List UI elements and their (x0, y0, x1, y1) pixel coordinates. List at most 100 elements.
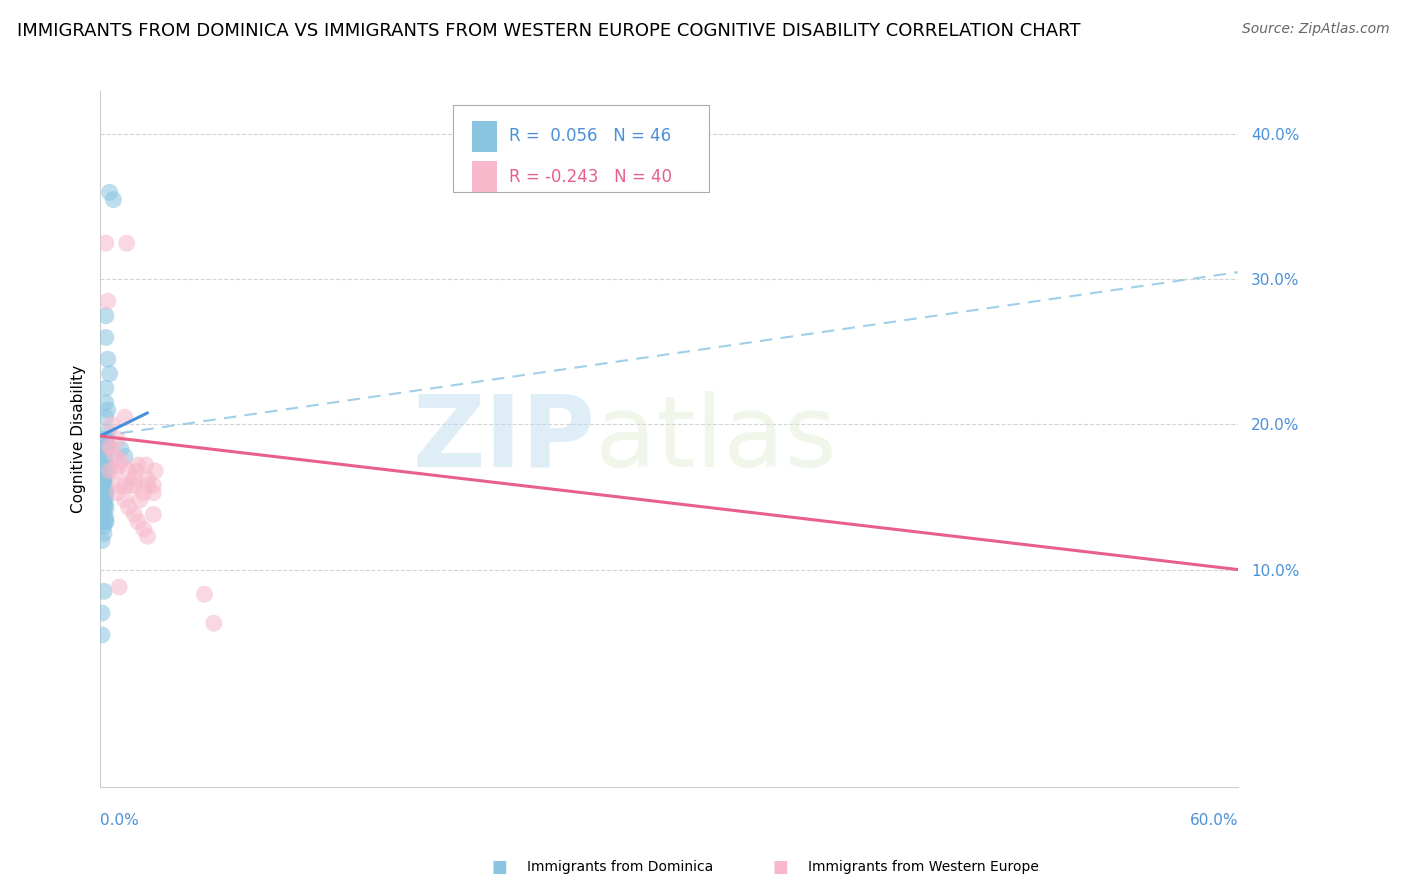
Point (93, 497, 115, 511)
Point (94, 510, 117, 524)
Point (98, 439, 121, 453)
Point (127, 515, 149, 529)
Point (94, 461, 117, 475)
Point (104, 450, 127, 464)
Point (94, 236, 117, 251)
Text: Source: ZipAtlas.com: Source: ZipAtlas.com (1241, 22, 1389, 37)
Point (93, 584, 115, 599)
Point (93, 504, 115, 518)
Point (91, 515, 114, 529)
Point (94, 432, 117, 446)
Point (129, 492, 152, 507)
Point (93, 475, 115, 490)
FancyBboxPatch shape (472, 120, 498, 153)
Point (114, 478, 136, 492)
Text: ■: ■ (772, 858, 789, 876)
Y-axis label: Cognitive Disability: Cognitive Disability (72, 365, 86, 513)
Point (94, 468, 117, 483)
Point (94, 330, 117, 344)
Point (136, 478, 159, 492)
Point (97, 294, 120, 309)
Point (143, 464, 166, 478)
Point (93, 475, 115, 490)
Point (94, 309, 117, 323)
Point (105, 485, 128, 500)
Point (91, 533, 114, 548)
Point (108, 478, 131, 492)
Text: 0.0%: 0.0% (100, 814, 139, 829)
Point (94, 439, 117, 453)
Point (100, 442, 122, 457)
Text: 60.0%: 60.0% (1189, 814, 1237, 829)
Point (98, 367, 121, 381)
Point (94, 515, 117, 529)
Point (117, 500, 139, 515)
Point (93, 526, 115, 541)
Point (122, 478, 145, 492)
Point (93, 519, 115, 533)
Point (91, 628, 114, 642)
Point (97, 403, 120, 417)
Point (108, 580, 131, 594)
FancyBboxPatch shape (472, 161, 498, 193)
Point (97, 425, 120, 439)
Point (114, 410, 136, 425)
Point (136, 529, 159, 543)
Point (132, 522, 155, 536)
Point (91, 606, 114, 620)
Text: Immigrants from Dominica: Immigrants from Dominica (527, 860, 713, 874)
Point (94, 515, 117, 529)
Point (93, 492, 115, 507)
Text: ■: ■ (491, 858, 508, 876)
Point (115, 236, 138, 251)
Point (142, 508, 165, 522)
Point (93, 475, 115, 490)
Point (125, 464, 148, 478)
Point (93, 450, 115, 464)
Point (142, 485, 165, 500)
Point (94, 381, 117, 395)
FancyBboxPatch shape (453, 104, 709, 192)
Point (94, 485, 117, 500)
Point (94, 446, 117, 460)
Point (114, 492, 136, 507)
Point (100, 417, 122, 432)
Point (110, 442, 132, 457)
Point (104, 464, 127, 478)
Point (94, 483, 117, 497)
Point (97, 352, 120, 367)
Text: Immigrants from Western Europe: Immigrants from Western Europe (808, 860, 1039, 874)
Point (120, 478, 142, 492)
Point (142, 478, 165, 492)
Point (98, 464, 121, 478)
Point (94, 454, 117, 468)
Point (94, 432, 117, 446)
Point (94, 501, 117, 516)
Point (103, 193, 125, 207)
Point (127, 458, 149, 472)
Point (93, 483, 115, 497)
Point (193, 587, 215, 601)
Point (136, 473, 159, 487)
Point (202, 616, 225, 631)
Text: IMMIGRANTS FROM DOMINICA VS IMMIGRANTS FROM WESTERN EUROPE COGNITIVE DISABILITY : IMMIGRANTS FROM DOMINICA VS IMMIGRANTS F… (17, 22, 1080, 40)
Text: ZIP: ZIP (412, 391, 595, 488)
Point (94, 410, 117, 425)
Point (94, 490, 117, 504)
Point (108, 458, 131, 472)
Point (94, 497, 117, 511)
Point (97, 461, 120, 475)
Point (117, 464, 139, 478)
Point (135, 458, 157, 472)
Point (98, 186, 121, 200)
Text: atlas: atlas (595, 391, 837, 488)
Point (93, 471, 115, 485)
Text: R = -0.243   N = 40: R = -0.243 N = 40 (509, 168, 672, 186)
Point (132, 485, 155, 500)
Point (122, 471, 145, 485)
Text: R =  0.056   N = 46: R = 0.056 N = 46 (509, 128, 671, 145)
Point (105, 432, 128, 446)
Point (94, 395, 117, 409)
Point (114, 450, 136, 464)
Point (110, 454, 132, 468)
